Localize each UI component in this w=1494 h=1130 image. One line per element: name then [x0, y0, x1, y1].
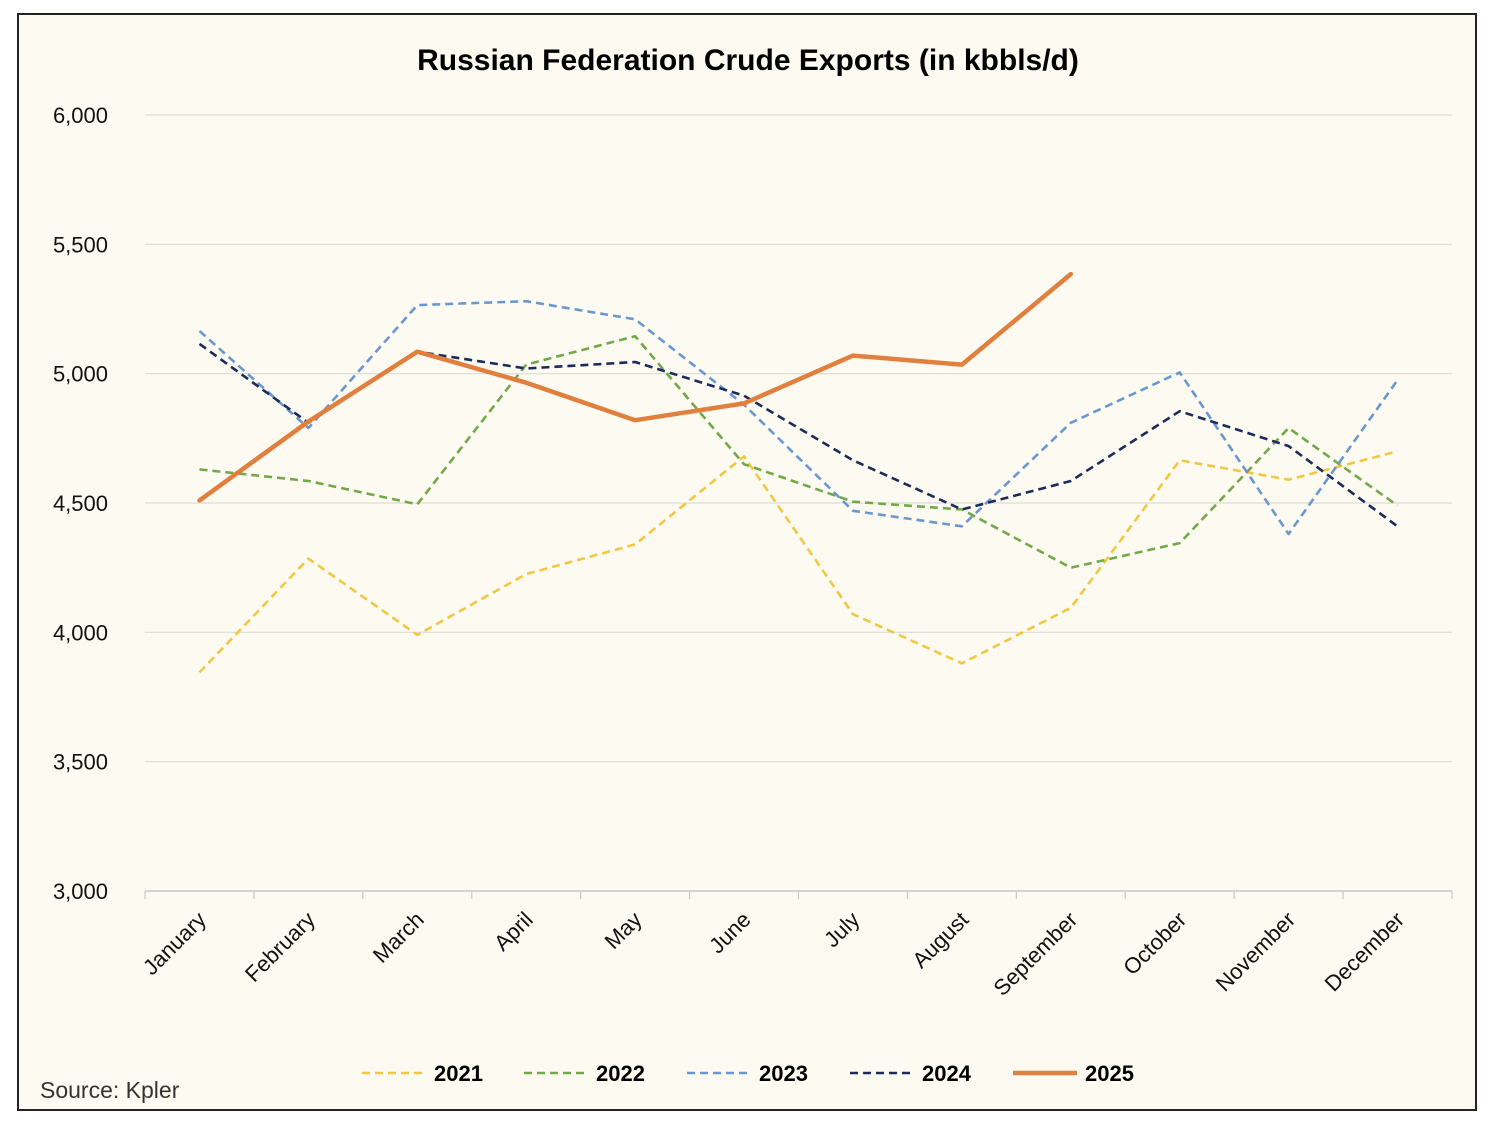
y-tick-label: 5,500	[53, 232, 108, 257]
legend-label-2023: 2023	[759, 1061, 808, 1086]
y-axis: 3,000 3,500 4,000 4,500 5,000 5,500 6,000	[53, 103, 108, 904]
x-tick-label: June	[704, 907, 755, 958]
x-tick-label: December	[1320, 907, 1409, 996]
y-tick-label: 3,500	[53, 750, 108, 775]
legend-label-2021: 2021	[434, 1061, 483, 1086]
legend-label-2024: 2024	[922, 1061, 972, 1086]
x-tick-label: January	[138, 907, 211, 980]
x-tick-label: May	[600, 907, 647, 954]
x-tick-label: March	[368, 907, 429, 968]
legend-label-2022: 2022	[596, 1061, 645, 1086]
series-line-2021	[198, 450, 1398, 674]
x-tick-label: August	[907, 907, 973, 973]
source-label: Source: Kpler	[40, 1077, 180, 1103]
y-tick-label: 5,000	[53, 362, 108, 387]
y-tick-label: 6,000	[53, 103, 108, 128]
x-tick-label: November	[1211, 907, 1300, 996]
series-line-2024	[198, 342, 1399, 528]
legend: 2021 2022 2023 2024 2025	[362, 1061, 1134, 1086]
legend-label-2025: 2025	[1085, 1061, 1134, 1086]
chart-frame	[17, 13, 1477, 1111]
y-tick-label: 4,000	[53, 620, 108, 645]
x-axis: January February March April May June July Augu…	[138, 891, 1453, 1001]
chart-title: Russian Federation Crude Exports (in kbb…	[417, 44, 1079, 77]
x-tick-label: February	[240, 907, 320, 987]
x-tick-label: July	[819, 907, 864, 952]
x-tick-label: September	[989, 907, 1083, 1001]
x-tick-label: October	[1118, 907, 1191, 980]
grid-lines	[145, 114, 1452, 892]
series-lines	[197, 271, 1399, 674]
y-tick-label: 4,500	[53, 491, 108, 516]
x-tick-label: April	[489, 907, 538, 956]
series-line-2023	[198, 299, 1399, 536]
series-line-2022	[199, 334, 1399, 570]
y-tick-label: 3,000	[53, 879, 108, 904]
series-line-2025	[197, 271, 1074, 503]
